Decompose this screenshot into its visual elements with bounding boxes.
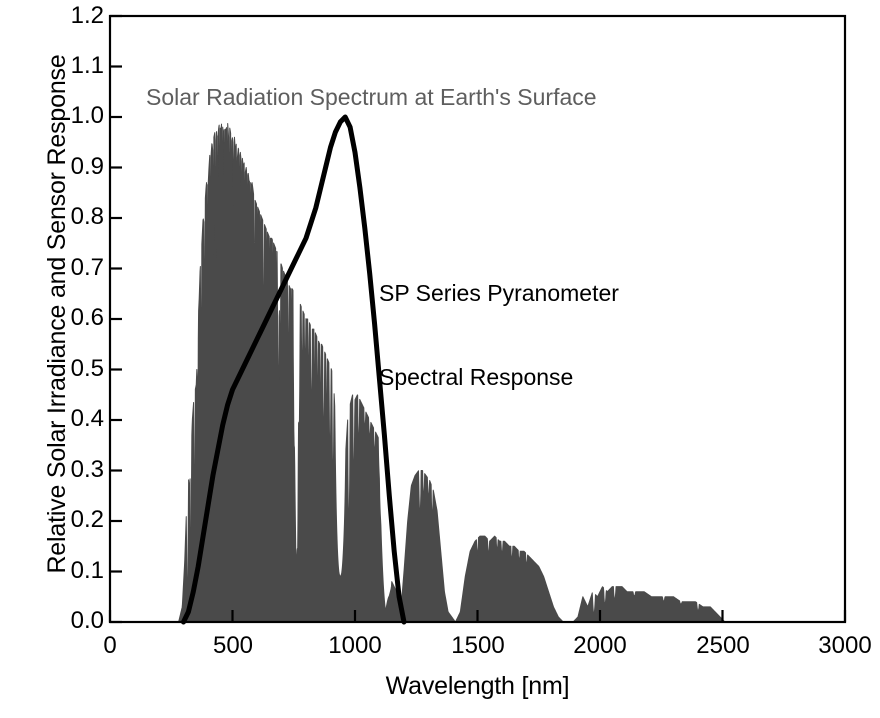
y-tick-label: 0.4 bbox=[70, 405, 104, 432]
solar-spectrum-annotation: Solar Radiation Spectrum at Earth's Surf… bbox=[146, 84, 597, 110]
y-tick-label: 0.7 bbox=[70, 254, 104, 281]
sensor-response-annotation-line2: Spectral Response bbox=[379, 364, 574, 390]
y-tick-label: 0.8 bbox=[70, 203, 104, 230]
x-tick-label: 500 bbox=[212, 632, 254, 659]
x-tick-label: 2500 bbox=[696, 632, 750, 659]
y-tick-label: 1.0 bbox=[70, 102, 104, 129]
x-tick-label-group: 0 500 1000 1500 2000 2500 3000 bbox=[0, 634, 880, 666]
x-tick-label: 2000 bbox=[573, 632, 627, 659]
y-tick-label: 0.5 bbox=[70, 355, 104, 382]
sensor-response-annotation-line1: SP Series Pyranometer bbox=[379, 280, 619, 306]
y-tick-label: 0.0 bbox=[70, 607, 104, 634]
x-tick-label: 1000 bbox=[328, 632, 382, 659]
y-tick-label: 0.3 bbox=[70, 456, 104, 483]
y-tick-label: 0.9 bbox=[70, 153, 104, 180]
x-tick-label: 3000 bbox=[818, 632, 872, 659]
axis-layer bbox=[108, 14, 847, 624]
x-tick-label: 1500 bbox=[451, 632, 505, 659]
y-tick-label-group: 1.2 1.1 1.0 0.9 0.8 0.7 0.6 0.5 0.4 0.3 … bbox=[40, 0, 104, 718]
y-tick-label: 0.2 bbox=[70, 506, 104, 533]
pyranometer-response-curve bbox=[181, 114, 407, 625]
x-tick-label: 0 bbox=[103, 632, 117, 659]
y-tick-label: 1.2 bbox=[70, 2, 104, 29]
y-tick-label: 1.1 bbox=[70, 52, 104, 79]
y-tick-label: 0.1 bbox=[70, 557, 104, 584]
y-tick-label: 0.6 bbox=[70, 304, 104, 331]
x-axis-title: Wavelength [nm] bbox=[385, 672, 570, 700]
sensor-response-annotation: SP Series Pyranometer Spectral Response bbox=[379, 223, 619, 447]
